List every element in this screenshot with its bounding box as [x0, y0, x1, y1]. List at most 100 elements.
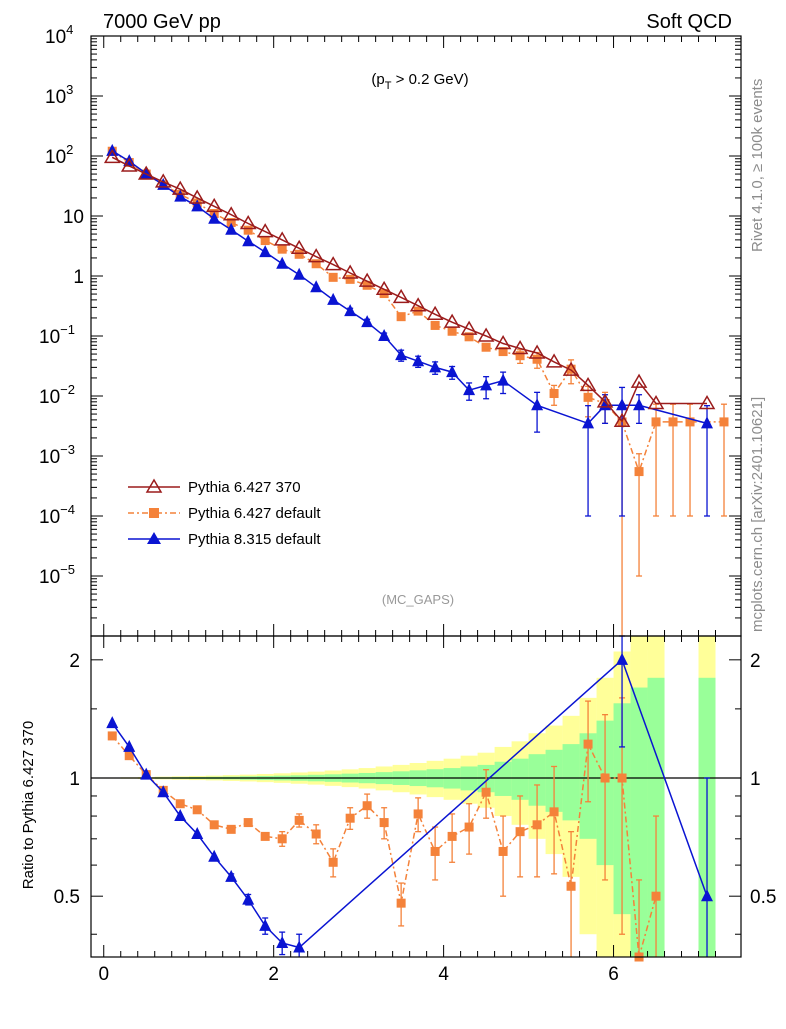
p6-default-point [481, 342, 491, 352]
p6-370-point [205, 197, 223, 213]
band-green [511, 758, 529, 800]
x-tick-label: 4 [438, 964, 449, 985]
ratio-p8-default-point [242, 892, 255, 905]
p8-default-point [633, 398, 646, 411]
watermark: (MC_GAPS) [382, 592, 454, 607]
ratio-p6-default-point [515, 827, 525, 837]
ratio-p8-default-point [191, 827, 204, 840]
p6-370-point [103, 148, 121, 164]
p6-default-point [498, 347, 508, 357]
y-tick-label: 10−4 [39, 502, 75, 528]
ratio-p6-default-point [345, 813, 355, 823]
p8-default-point [191, 199, 204, 212]
legend-label-p6-default: Pythia 6.427 default [188, 505, 321, 522]
x-tick-label: 6 [608, 964, 619, 985]
ratio-y-tick-label-right: 0.5 [750, 887, 776, 908]
legend: Pythia 6.427 370 Pythia 6.427 default Py… [128, 478, 321, 548]
annotation: (pT > 0.2 GeV) [371, 71, 468, 92]
ratio-p6-default-point [498, 846, 508, 856]
p6-370-point [426, 305, 444, 321]
y-tick-label: 103 [45, 82, 73, 108]
p6-default-point [226, 217, 236, 227]
p6-default-point [260, 236, 270, 246]
x-tick-label: 0 [98, 964, 109, 985]
p6-default-point [447, 326, 457, 336]
p6-370-point [256, 223, 274, 238]
p6-370-point [545, 353, 563, 368]
p6-default-point [243, 225, 253, 235]
p6-370-point [613, 412, 631, 427]
p6-370-point [647, 395, 665, 410]
ratio-p6-default-point [107, 731, 117, 741]
p6-370-point [324, 256, 342, 271]
y-tick-label: 10−2 [39, 382, 75, 408]
p8-default-point [497, 373, 510, 386]
ratio-p8-default-point [123, 739, 136, 752]
p6-default-point [328, 272, 338, 282]
p6-370-point [358, 272, 376, 287]
legend-label-p8-default: Pythia 8.315 default [188, 531, 321, 548]
p8-default-point [174, 189, 187, 202]
legend-item-p6-default: Pythia 6.427 default [128, 505, 321, 522]
p6-default-point [345, 274, 355, 284]
p6-370-point [392, 288, 410, 304]
p6-370-point [137, 165, 155, 180]
ratio-p6-default-point [464, 822, 474, 832]
ratio-y-tick-label-right: 2 [750, 651, 761, 672]
p6-370-point [171, 180, 189, 195]
p6-370-point [477, 327, 495, 342]
p6-default-point [396, 312, 406, 322]
ratio-p6-default-point [600, 773, 610, 783]
ratio-p8-default-point [157, 785, 170, 798]
ratio-p8-default-point [106, 716, 119, 729]
ratio-p8-default-point [701, 889, 714, 902]
p6-default-point [719, 417, 729, 427]
p6-default-point [379, 289, 389, 299]
p6-default-point [311, 259, 321, 269]
ratio-panel [91, 635, 741, 962]
p8-default-point [412, 354, 425, 367]
p6-370-point [596, 393, 614, 408]
ratio-p6-default-point [447, 831, 457, 841]
p6-370-point [409, 297, 427, 312]
y-tick-label: 10−3 [39, 442, 75, 468]
p6-default-point [532, 354, 542, 364]
band-green [528, 754, 546, 806]
main-panel [103, 143, 729, 636]
p6-370-point [341, 264, 359, 279]
p6-default-point [583, 392, 593, 402]
p8-default-point [531, 398, 544, 411]
ratio-p6-default-point [532, 820, 542, 830]
p6-370-point [222, 206, 240, 221]
p6-370-point [375, 280, 393, 296]
p6-370-point [273, 231, 291, 246]
p6-default-point [668, 417, 678, 427]
p8-default-point [344, 304, 357, 317]
ratio-p6-default-point [192, 805, 202, 815]
ratio-p6-default-point [549, 807, 559, 817]
y-tick-label: 104 [45, 22, 73, 48]
ratio-p6-default-point [566, 881, 576, 891]
p6-default-point [634, 467, 644, 477]
ratio-p6-default-point [481, 787, 491, 797]
legend-label-p6-370: Pythia 6.427 370 [188, 479, 301, 496]
p8-default-point [446, 365, 459, 378]
p6-default-point [651, 417, 661, 427]
ratio-y-tick-label: 0.5 [54, 887, 80, 908]
header-right: Soft QCD [646, 11, 732, 33]
ratio-p6-default-point [294, 815, 304, 825]
ratio-p8-default-point [293, 940, 306, 953]
ratio-p8-default-point [174, 809, 187, 822]
y-tick-label: 102 [45, 142, 73, 168]
p8-default-point [208, 211, 221, 224]
p8-default-point [225, 222, 238, 235]
p6-default-point [362, 280, 372, 290]
ratio-p6-default-point [617, 773, 627, 783]
p8-default-point [701, 416, 714, 429]
ratio-p6-default-point [175, 799, 185, 809]
p8-default-point [242, 234, 255, 247]
legend-item-p6-370: Pythia 6.427 370 [128, 478, 301, 496]
p6-370-point [460, 320, 478, 335]
p6-370-point [443, 313, 461, 328]
